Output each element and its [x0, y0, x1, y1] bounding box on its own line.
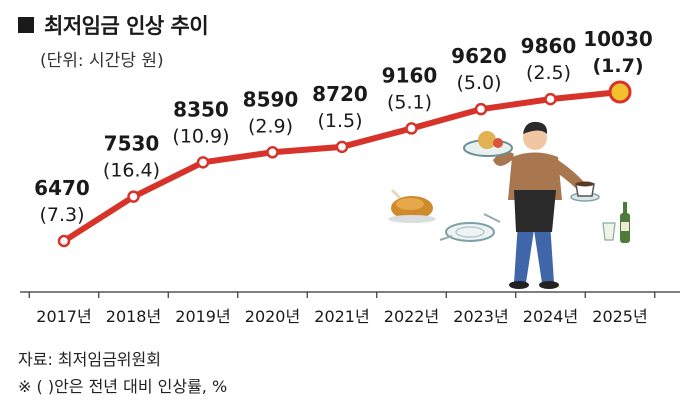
value-label: 9860 — [521, 34, 577, 58]
x-tick-label: 2021년 — [314, 307, 369, 326]
value-label: 9620 — [451, 44, 507, 68]
value-label: 8720 — [312, 82, 368, 106]
x-tick-label: 2024년 — [523, 307, 578, 326]
title-text: 최저임금 인상 추이 — [44, 14, 209, 38]
value-label: 9160 — [382, 63, 438, 87]
data-points — [57, 80, 632, 248]
data-point — [335, 140, 349, 154]
rate-label: (2.5) — [526, 62, 571, 84]
x-axis-ticks — [28, 292, 656, 298]
rate-label: (2.9) — [248, 115, 293, 137]
unit-label: (단위: 시간당 원) — [40, 51, 164, 71]
rate-label: (16.4) — [103, 160, 160, 182]
data-point — [405, 122, 418, 135]
value-labels: 6470 (7.3) 7530 (16.4) 8350 (10.9) 8590 (2.9) 87… — [34, 27, 653, 226]
value-label: 10030 — [583, 27, 653, 51]
title-square-icon — [18, 17, 34, 33]
data-point — [196, 156, 210, 169]
x-tick-label: 2018년 — [106, 307, 161, 326]
source-label: 자료: 최저임금위원회 — [18, 350, 161, 369]
value-label: 8590 — [243, 87, 299, 111]
chart-title: 최저임금 인상 추이 — [18, 10, 209, 40]
x-tick-label: 2017년 — [36, 307, 91, 326]
rate-label: (5.0) — [456, 72, 501, 94]
rate-label: (1.5) — [317, 110, 362, 132]
data-point — [474, 102, 488, 116]
rate-label: (7.3) — [39, 204, 84, 226]
rate-label: (1.7) — [592, 55, 643, 77]
rate-label: (10.9) — [172, 125, 229, 147]
data-point-highlight — [608, 80, 632, 104]
x-axis-labels: 2017년 2018년 2019년 2020년 2021년 2022년 2023년 2024년… — [36, 307, 647, 326]
data-point — [127, 190, 140, 203]
x-tick-label: 2020년 — [245, 307, 300, 326]
x-tick-label: 2025년 — [592, 307, 647, 326]
data-point — [57, 234, 71, 248]
value-label: 7530 — [104, 132, 160, 156]
data-point — [544, 92, 557, 106]
value-label: 8350 — [173, 97, 229, 121]
rate-label: (5.1) — [387, 91, 432, 113]
x-tick-label: 2019년 — [175, 307, 230, 326]
x-tick-label: 2023년 — [453, 307, 508, 326]
note-label: ※ ( )안은 전년 대비 인상률, % — [18, 377, 228, 396]
x-tick-label: 2022년 — [384, 307, 439, 326]
waiter-illustration — [388, 121, 630, 289]
value-label: 6470 — [34, 176, 90, 200]
data-point — [266, 146, 279, 159]
